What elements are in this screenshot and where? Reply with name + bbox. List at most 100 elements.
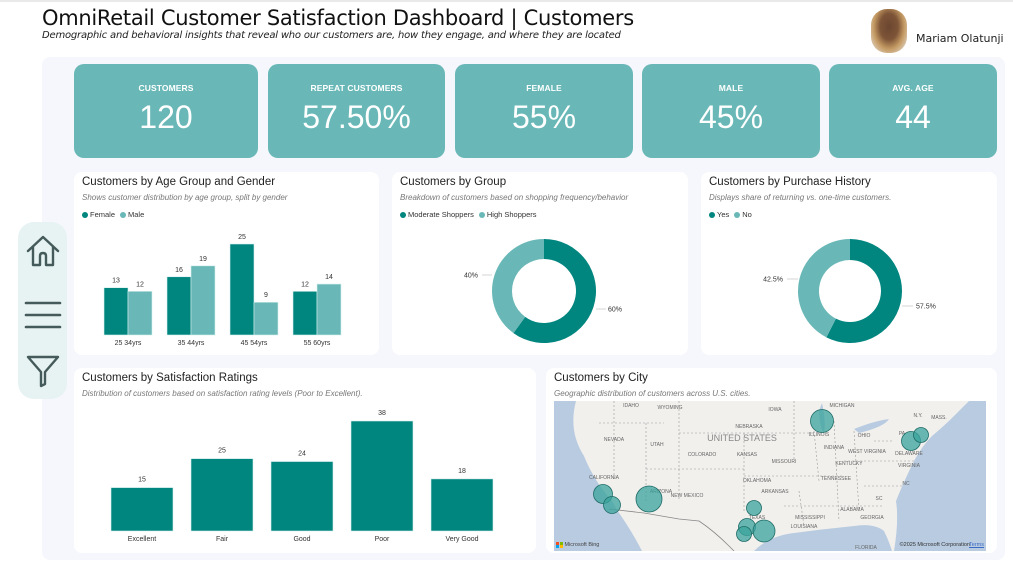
city-bubble[interactable] <box>603 496 621 514</box>
map-label-missouri: MISSOURI <box>772 459 797 465</box>
bar-very-good[interactable] <box>430 478 494 532</box>
chart-legend: Yes No <box>709 210 752 219</box>
map-label-florida: FLORIDA <box>855 545 877 551</box>
donut-slice-no[interactable] <box>798 239 850 338</box>
city-bubble[interactable] <box>635 485 663 513</box>
card-subtitle: Breakdown of customers based on shopping… <box>400 193 629 202</box>
donut-slice-high-shoppers[interactable] <box>492 239 544 334</box>
bar-male[interactable] <box>316 283 342 336</box>
bar-good[interactable] <box>270 461 334 532</box>
map-label-arizona: ARIZONA <box>650 489 673 495</box>
map-label-sc: SC <box>876 496 883 502</box>
kpi-label: FEMALE <box>526 83 562 93</box>
legend-swatch <box>82 211 88 218</box>
bar-female[interactable] <box>229 243 255 336</box>
map-label-idaho: IDAHO <box>623 403 639 409</box>
card-subtitle: Distribution of customers based on satis… <box>82 389 363 398</box>
nav-filter-button[interactable] <box>22 348 63 392</box>
data-label: 18 <box>458 468 466 475</box>
bar-female[interactable] <box>292 291 318 336</box>
legend-item-moderate-shoppers[interactable]: Moderate Shoppers <box>400 210 474 219</box>
map-label-n-y-: N.Y. <box>913 413 922 419</box>
map-label-michigan: MICHIGAN <box>830 403 855 409</box>
user-name: Mariam Olatunji <box>916 32 1004 45</box>
legend-label: Moderate Shoppers <box>408 210 474 219</box>
filter-icon <box>26 355 59 388</box>
card-title: Customers by Satisfaction Ratings <box>82 372 258 384</box>
legend-item-high-shoppers[interactable]: High Shoppers <box>478 210 537 219</box>
data-label: 14 <box>325 274 333 281</box>
city-bubble[interactable] <box>746 500 762 516</box>
kpi-label: CUSTOMERS <box>138 83 194 93</box>
side-navigation <box>18 222 67 399</box>
card-subtitle: Displays share of returning vs. one-time… <box>709 193 892 202</box>
data-label: 57.5% <box>916 304 936 311</box>
map-label-colorado: COLORADO <box>688 452 717 458</box>
gulf-of-mexico <box>754 525 892 551</box>
top-divider <box>0 0 1013 2</box>
nav-home-button[interactable] <box>22 229 63 273</box>
x-tick-label: 35 44yrs <box>178 340 205 347</box>
age-gender-card: Customers by Age Group and Gender Shows … <box>74 172 379 355</box>
map-label-united-states: UNITED STATES <box>707 433 777 443</box>
legend-item-yes[interactable]: Yes <box>709 210 729 219</box>
card-title: Customers by City <box>554 372 648 384</box>
legend-label: Male <box>128 210 145 219</box>
legend-swatch <box>734 211 741 218</box>
data-label: 25 <box>238 234 246 241</box>
bar-excellent[interactable] <box>110 487 174 532</box>
kpi-value: 45% <box>698 99 764 135</box>
group-card: Customers by Group Breakdown of customer… <box>392 172 688 355</box>
x-tick-label: 45 54yrs <box>241 340 268 347</box>
bar-poor[interactable] <box>350 420 414 532</box>
user-avatar[interactable] <box>871 9 907 53</box>
map-label-mississippi: MISSISSIPPI <box>795 515 825 521</box>
bar-fair[interactable] <box>190 458 254 532</box>
hamburger-menu-icon <box>24 301 61 329</box>
bar-male[interactable] <box>127 291 153 336</box>
bar-female[interactable] <box>103 287 129 336</box>
kpi-value: 44 <box>895 99 931 135</box>
satisfaction-card: Customers by Satisfaction Ratings Distri… <box>74 368 536 553</box>
card-title: Customers by Group <box>400 176 507 188</box>
kpi-male: MALE 45% <box>642 64 820 158</box>
terms-link[interactable]: Terms <box>969 542 984 548</box>
map-copyright: ©2025 Microsoft Corporation <box>899 542 970 548</box>
city-bubble[interactable] <box>913 427 929 443</box>
data-label: 40% <box>464 273 478 280</box>
legend-label: Female <box>90 210 116 219</box>
data-label: 12 <box>136 281 144 288</box>
kpi-label: AVG. AGE <box>892 83 934 93</box>
legend-item-no[interactable]: No <box>734 210 752 219</box>
map-canvas: IDAHO WYOMING IOWA MICHIGAN N.Y. MASS. NEBRASK… <box>554 401 986 551</box>
map-label-pa: PA <box>899 431 906 437</box>
map-label-new-mexico: NEW MEXICO <box>671 493 704 499</box>
data-label: 25 <box>218 448 226 455</box>
map-label-delaware: DELAWARE <box>895 451 923 457</box>
data-label: 38 <box>378 410 386 417</box>
card-subtitle: Geographic distribution of customers acr… <box>554 389 751 398</box>
card-subtitle: Shows customer distribution by age group… <box>82 193 288 202</box>
bar-male[interactable] <box>253 301 279 336</box>
legend-item-female[interactable]: Female <box>82 210 115 219</box>
legend-item-male[interactable]: Male <box>120 210 144 219</box>
bar-female[interactable] <box>166 276 192 336</box>
us-city-map[interactable]: IDAHO WYOMING IOWA MICHIGAN N.Y. MASS. NEBRASK… <box>554 401 986 551</box>
x-tick-label: 55 60yrs <box>304 340 331 347</box>
kpi-female: FEMALE 55% <box>455 64 633 158</box>
map-label-illinois: ILLINOIS <box>809 432 830 438</box>
city-bubble[interactable] <box>810 409 834 433</box>
city-bubble[interactable] <box>752 519 776 543</box>
nav-menu-button[interactable] <box>22 292 63 336</box>
gulf-of-california <box>609 506 642 551</box>
bar-male[interactable] <box>190 265 216 336</box>
map-label-kansas: KANSAS <box>737 452 758 458</box>
atlantic-ocean <box>894 401 986 551</box>
city-map-card: Customers by City Geographic distributio… <box>546 368 997 553</box>
data-label: 24 <box>298 451 306 458</box>
donut-slice-yes[interactable] <box>826 239 902 343</box>
kpi-value: 57.50% <box>302 99 411 135</box>
donut-slice-moderate-shoppers[interactable] <box>513 239 596 343</box>
city-bubble[interactable] <box>736 526 752 542</box>
map-label-tennessee: TENNESSEE <box>821 476 852 482</box>
